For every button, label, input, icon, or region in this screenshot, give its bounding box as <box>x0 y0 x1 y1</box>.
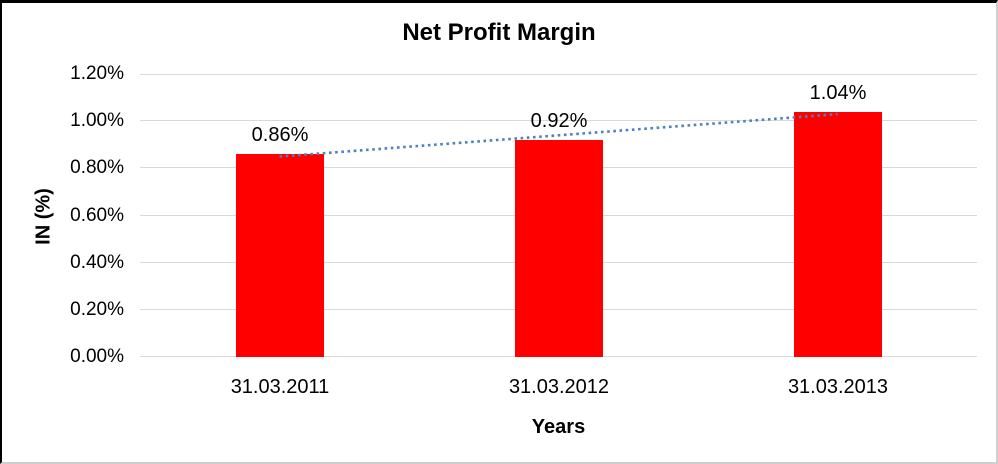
gridline <box>140 74 977 75</box>
x-axis-title: Years <box>531 416 586 438</box>
y-axis-tick-label: 0.40% <box>70 252 124 273</box>
x-axis-tick-label: 31.03.2011 <box>230 376 330 398</box>
bar-31.03.2012 <box>515 140 603 357</box>
y-axis-tick-label: 0.20% <box>70 299 124 320</box>
bar-31.03.2013 <box>794 112 882 357</box>
y-axis-tick-label: 1.00% <box>70 110 124 131</box>
chart-title: Net Profit Margin <box>402 19 596 46</box>
x-axis-tick-label: 31.03.2012 <box>508 376 610 398</box>
bar-value-label: 0.92% <box>530 110 588 132</box>
bar-value-label: 0.86% <box>251 124 309 146</box>
y-axis-tick-label: 0.00% <box>70 346 124 367</box>
x-axis-tick-label: 31.03.2013 <box>787 376 889 398</box>
y-axis-tick-label: 1.20% <box>70 63 124 84</box>
y-axis-tick-label: 0.80% <box>70 157 124 178</box>
bar-value-label: 1.04% <box>809 82 867 104</box>
plot-area <box>140 74 977 357</box>
bar-31.03.2011 <box>236 154 324 357</box>
y-axis-tick-label: 0.60% <box>70 205 124 226</box>
